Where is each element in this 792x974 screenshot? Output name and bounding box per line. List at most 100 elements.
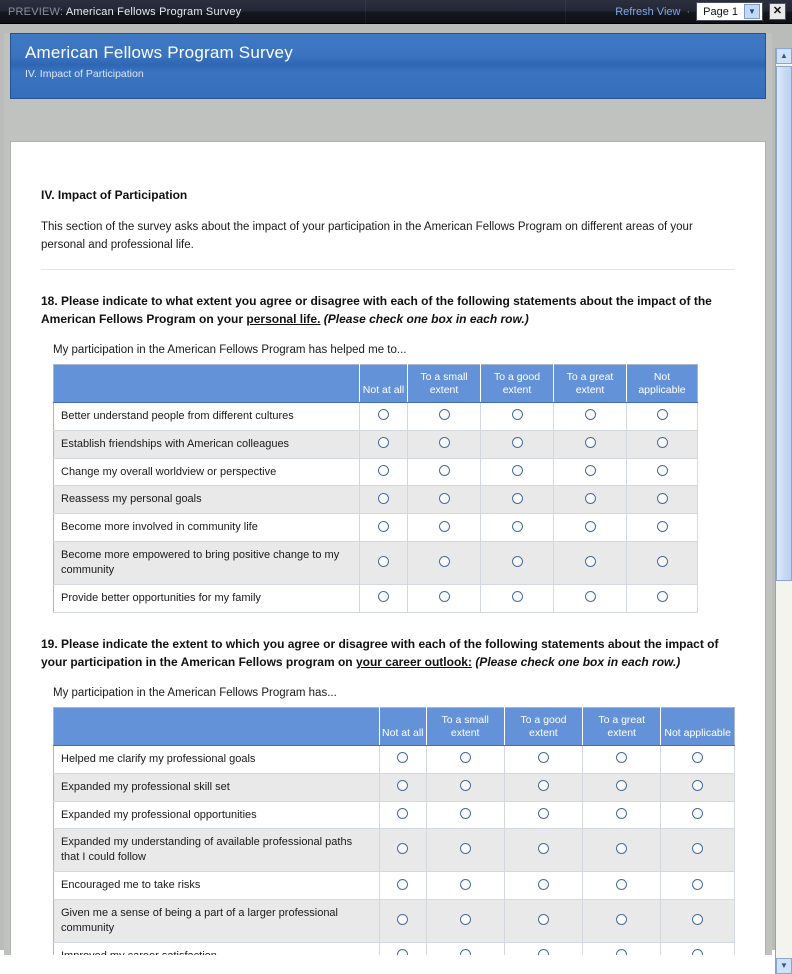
radio-button[interactable] (656, 555, 668, 567)
matrix-option-cell[interactable] (582, 772, 662, 802)
chevron-down-icon[interactable]: ▼ (744, 4, 760, 19)
vertical-scrollbar[interactable]: ▲ ▼ (775, 48, 792, 974)
radio-button[interactable] (511, 464, 523, 476)
matrix-option-cell[interactable] (407, 485, 481, 515)
matrix-option-cell[interactable] (582, 871, 662, 900)
matrix-option-cell[interactable] (359, 429, 408, 459)
matrix-option-cell[interactable] (407, 541, 481, 585)
matrix-option-cell[interactable] (480, 401, 554, 431)
radio-button[interactable] (459, 878, 471, 890)
radio-button[interactable] (692, 807, 704, 819)
matrix-option-cell[interactable] (407, 583, 481, 613)
radio-button[interactable] (616, 913, 628, 925)
radio-button[interactable] (459, 913, 471, 925)
matrix-option-cell[interactable] (660, 744, 735, 774)
radio-button[interactable] (511, 555, 523, 567)
matrix-option-cell[interactable] (626, 429, 698, 459)
matrix-option-cell[interactable] (553, 401, 627, 431)
matrix-option-cell[interactable] (425, 898, 505, 943)
page-selector-dropdown[interactable]: Page 1 ▼ (696, 2, 763, 21)
radio-button[interactable] (537, 913, 549, 925)
matrix-option-cell[interactable] (359, 583, 408, 613)
radio-button[interactable] (397, 913, 409, 925)
radio-button[interactable] (438, 437, 450, 449)
radio-button[interactable] (378, 555, 389, 567)
radio-button[interactable] (511, 591, 523, 603)
matrix-option-cell[interactable] (407, 401, 481, 431)
matrix-option-cell[interactable] (503, 828, 584, 873)
matrix-option-cell[interactable] (378, 941, 427, 955)
radio-button[interactable] (584, 591, 596, 603)
matrix-option-cell[interactable] (480, 485, 554, 515)
radio-button[interactable] (656, 409, 668, 421)
radio-button[interactable] (397, 807, 409, 819)
refresh-view-link[interactable]: Refresh View (615, 5, 681, 18)
matrix-option-cell[interactable] (359, 513, 408, 543)
radio-button[interactable] (656, 492, 668, 504)
matrix-option-cell[interactable] (378, 828, 427, 873)
matrix-option-cell[interactable] (480, 541, 554, 585)
radio-button[interactable] (584, 555, 596, 567)
scrollbar-thumb[interactable] (776, 66, 792, 581)
matrix-option-cell[interactable] (553, 541, 627, 585)
matrix-option-cell[interactable] (626, 513, 698, 543)
matrix-option-cell[interactable] (503, 744, 584, 774)
matrix-option-cell[interactable] (553, 457, 627, 487)
matrix-option-cell[interactable] (378, 772, 427, 802)
matrix-option-cell[interactable] (407, 513, 481, 543)
radio-button[interactable] (616, 807, 628, 819)
radio-button[interactable] (537, 843, 549, 855)
matrix-option-cell[interactable] (503, 772, 584, 802)
matrix-option-cell[interactable] (359, 457, 408, 487)
radio-button[interactable] (584, 492, 596, 504)
radio-button[interactable] (692, 878, 704, 890)
matrix-option-cell[interactable] (480, 457, 554, 487)
radio-button[interactable] (397, 878, 409, 890)
radio-button[interactable] (511, 437, 523, 449)
radio-button[interactable] (378, 492, 389, 504)
radio-button[interactable] (438, 555, 450, 567)
matrix-option-cell[interactable] (660, 941, 735, 955)
matrix-option-cell[interactable] (660, 772, 735, 802)
matrix-option-cell[interactable] (425, 772, 505, 802)
radio-button[interactable] (378, 409, 389, 421)
radio-button[interactable] (656, 520, 668, 532)
matrix-option-cell[interactable] (378, 871, 427, 900)
radio-button[interactable] (616, 752, 628, 764)
matrix-option-cell[interactable] (378, 898, 427, 943)
matrix-option-cell[interactable] (626, 485, 698, 515)
radio-button[interactable] (438, 464, 450, 476)
radio-button[interactable] (584, 464, 596, 476)
matrix-option-cell[interactable] (582, 828, 662, 873)
radio-button[interactable] (537, 780, 549, 792)
matrix-option-cell[interactable] (660, 828, 735, 873)
radio-button[interactable] (656, 464, 668, 476)
matrix-option-cell[interactable] (553, 485, 627, 515)
matrix-option-cell[interactable] (425, 941, 505, 955)
matrix-option-cell[interactable] (553, 513, 627, 543)
matrix-option-cell[interactable] (425, 828, 505, 873)
scroll-down-icon[interactable]: ▼ (776, 958, 792, 974)
matrix-option-cell[interactable] (626, 583, 698, 613)
matrix-option-cell[interactable] (378, 800, 427, 830)
matrix-option-cell[interactable] (582, 800, 662, 830)
radio-button[interactable] (692, 780, 704, 792)
radio-button[interactable] (438, 492, 450, 504)
radio-button[interactable] (438, 591, 450, 603)
radio-button[interactable] (584, 520, 596, 532)
matrix-option-cell[interactable] (407, 429, 481, 459)
matrix-option-cell[interactable] (660, 800, 735, 830)
radio-button[interactable] (584, 437, 596, 449)
matrix-option-cell[interactable] (626, 457, 698, 487)
radio-button[interactable] (397, 780, 409, 792)
matrix-option-cell[interactable] (553, 429, 627, 459)
scroll-up-icon[interactable]: ▲ (776, 48, 792, 64)
radio-button[interactable] (692, 752, 704, 764)
matrix-option-cell[interactable] (480, 583, 554, 613)
radio-button[interactable] (692, 843, 704, 855)
matrix-option-cell[interactable] (582, 941, 662, 955)
radio-button[interactable] (656, 437, 668, 449)
radio-button[interactable] (378, 520, 389, 532)
close-icon[interactable]: ✕ (769, 3, 786, 20)
radio-button[interactable] (616, 878, 628, 890)
